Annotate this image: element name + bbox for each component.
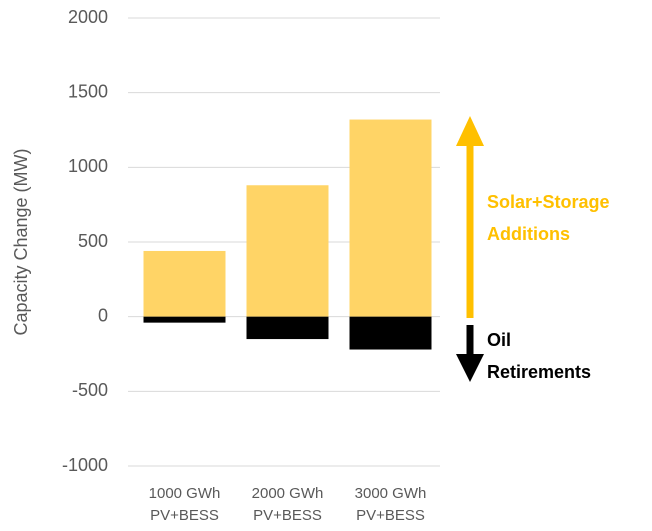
legend-label: Oil Retirements bbox=[487, 330, 591, 382]
y-tick-label: 1500 bbox=[68, 81, 108, 101]
bar bbox=[143, 250, 226, 317]
y-tick-label: 500 bbox=[78, 231, 108, 251]
y-tick-label: -1000 bbox=[62, 455, 108, 475]
y-tick-label: 2000 bbox=[68, 7, 108, 27]
annotation-arrows bbox=[456, 116, 484, 382]
x-tick-label: 3000 GWh PV+BESS bbox=[355, 485, 427, 524]
bar bbox=[246, 185, 329, 317]
x-tick-label: 2000 GWh PV+BESS bbox=[252, 485, 324, 524]
legend-label: Solar+Storage Additions bbox=[487, 192, 610, 244]
bar bbox=[349, 316, 432, 350]
down-arrow-head bbox=[456, 354, 484, 382]
x-tick-label: 1000 GWh PV+BESS bbox=[149, 485, 221, 524]
y-tick-label: 1000 bbox=[68, 156, 108, 176]
y-axis-label: Capacity Change (MW) bbox=[11, 148, 31, 335]
bar bbox=[143, 316, 226, 323]
up-arrow-head bbox=[456, 116, 484, 146]
bar bbox=[349, 119, 432, 317]
bar bbox=[246, 316, 329, 340]
y-tick-label: 0 bbox=[98, 305, 108, 325]
y-tick-label: -500 bbox=[72, 380, 108, 400]
